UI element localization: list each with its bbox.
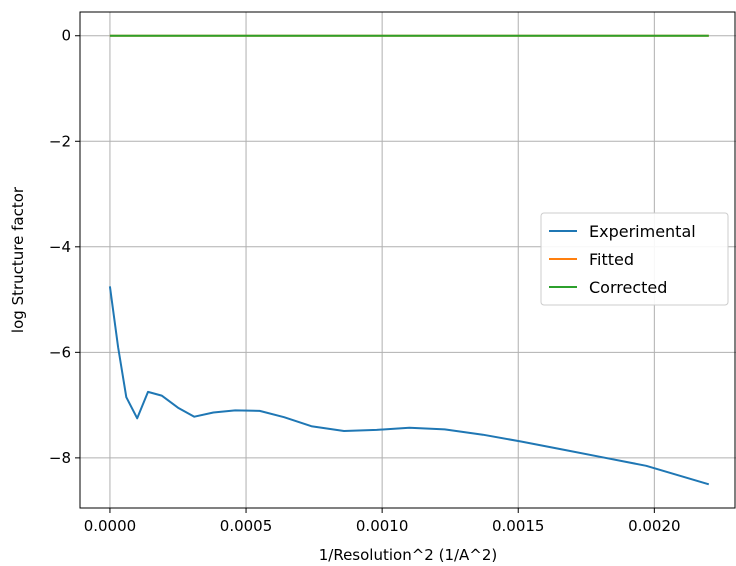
- x-tick-label: 0.0005: [220, 517, 273, 535]
- legend-label-experimental: Experimental: [589, 222, 696, 241]
- series-layer: [108, 34, 710, 486]
- y-tick-label: −6: [49, 343, 71, 361]
- plot-frame: [79, 11, 736, 509]
- legend-label-fitted: Fitted: [589, 250, 634, 269]
- series-line-experimental: [108, 286, 710, 486]
- legend: Experimental Fitted Corrected: [540, 212, 729, 306]
- x-tick-label: 0.0020: [628, 517, 681, 535]
- y-tick-label: −2: [49, 132, 71, 150]
- legend-box: [540, 212, 729, 306]
- x-tick-label: 0.0010: [356, 517, 409, 535]
- y-tick-label: −4: [49, 238, 71, 256]
- ticks: 0.0000 0.0005 0.0010 0.0015 0.0020 0 −2 −4 −6 −8: [49, 27, 681, 535]
- x-tick-label: 0.0000: [84, 517, 137, 535]
- y-axis-label: log Structure factor: [9, 186, 27, 333]
- x-tick-label: 0.0015: [492, 517, 545, 535]
- legend-label-corrected: Corrected: [589, 278, 667, 297]
- x-axis-label: 1/Resolution^2 (1/A^2): [319, 546, 498, 564]
- y-tick-label: −8: [49, 449, 71, 467]
- y-tick-label: 0: [61, 27, 71, 45]
